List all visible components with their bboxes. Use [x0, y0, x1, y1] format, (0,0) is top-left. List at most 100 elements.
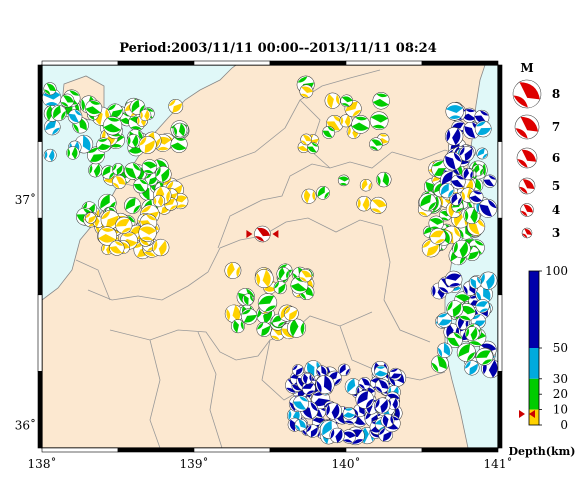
selected-right-marker-icon	[272, 229, 279, 238]
frame-bar-left	[37, 294, 43, 372]
event-mechanism	[341, 429, 357, 444]
frame-bar-right	[497, 294, 503, 372]
magnitude-legend-symbol	[514, 114, 540, 140]
event-mechanism	[355, 390, 375, 409]
event-mechanism	[124, 162, 142, 180]
event-mechanism	[294, 418, 308, 432]
event-mechanism	[43, 148, 57, 162]
event-mechanism	[230, 319, 245, 334]
event-mechanism	[301, 372, 313, 385]
event-mechanism	[450, 174, 466, 190]
event-mechanism	[60, 93, 75, 108]
event-mechanism	[369, 196, 387, 214]
frame-bar-bottom	[117, 447, 195, 453]
axis-frame	[37, 60, 503, 453]
frame-bar-left	[37, 64, 43, 142]
event-mechanism	[168, 98, 184, 114]
event-mechanism	[66, 146, 80, 160]
event-mechanism	[97, 226, 117, 246]
event-mechanism	[479, 271, 498, 290]
event-mechanism	[374, 364, 388, 379]
event-mechanism	[138, 223, 157, 242]
event-mechanism	[138, 136, 157, 154]
frame-bar-bottom	[345, 447, 423, 453]
selected-left-marker-icon	[246, 229, 253, 238]
depth-color-bar	[528, 270, 540, 426]
event-mechanism	[358, 377, 372, 390]
event-mechanism	[372, 92, 390, 110]
selected-event-mechanism	[254, 225, 271, 243]
event-mechanism	[96, 137, 112, 153]
event-mechanism	[387, 397, 400, 410]
event-mechanism	[155, 166, 172, 183]
event-mechanism	[436, 312, 453, 328]
event-mechanism	[224, 304, 244, 323]
event-mechanism	[446, 332, 463, 348]
event-mechanism	[356, 195, 372, 212]
event-mechanism	[476, 147, 489, 160]
event-mechanism	[342, 407, 356, 420]
event-mechanism	[359, 179, 373, 192]
x-tick-label: 138˚	[28, 456, 57, 471]
event-mechanism	[445, 102, 464, 121]
magnitude-legend-symbol	[520, 203, 534, 217]
event-mechanism	[106, 103, 124, 120]
event-mechanism	[67, 109, 83, 124]
y-axis-ticks: 37˚ 36˚	[15, 192, 36, 432]
event-mechanism	[478, 199, 498, 218]
focal-mechanism-events	[42, 75, 501, 446]
event-mechanism	[257, 293, 278, 313]
event-mechanism	[324, 402, 343, 420]
selected-event	[246, 225, 279, 243]
depth-color-segment	[529, 378, 539, 410]
event-mechanism	[436, 342, 453, 359]
frame-bar-left	[37, 217, 43, 296]
event-mechanism	[299, 84, 314, 99]
depth-tick-label: 20	[553, 387, 568, 401]
event-mechanism	[44, 118, 61, 136]
event-mechanism	[241, 308, 258, 325]
event-mechanism	[306, 424, 320, 438]
depth-tick-label: 30	[553, 372, 568, 386]
depth-scale-label: Depth(km)	[509, 445, 576, 458]
depth-tick-label: 50	[553, 341, 568, 355]
event-mechanism	[389, 367, 402, 381]
x-axis-ticks: 138˚ 139˚ 140˚ 141˚	[28, 456, 513, 471]
frame-bar-top	[117, 60, 195, 66]
event-mechanism	[316, 185, 330, 200]
event-mechanism	[439, 183, 455, 199]
event-mechanism	[322, 126, 335, 139]
event-mechanism	[430, 355, 449, 373]
event-mechanism	[254, 269, 274, 289]
event-mechanism	[256, 321, 272, 337]
event-mechanism	[115, 216, 133, 234]
event-mechanism	[475, 347, 494, 366]
event-mechanism	[43, 82, 57, 96]
event-mechanism	[298, 268, 313, 283]
event-mechanism	[141, 159, 158, 175]
event-mechanism	[339, 114, 353, 128]
frame-bar-top	[269, 60, 347, 66]
event-mechanism	[369, 111, 389, 131]
depth-marker-right-icon	[529, 410, 535, 418]
event-mechanism	[461, 167, 474, 181]
x-tick-label: 139˚	[180, 456, 209, 471]
frame-bar-top	[41, 60, 119, 66]
event-mechanism	[337, 363, 351, 377]
y-tick-label: 36˚	[15, 417, 36, 432]
event-mechanism	[273, 281, 287, 295]
event-mechanism	[429, 228, 447, 245]
magnitude-legend-items: 8 7 6 5 4 3	[512, 79, 560, 240]
event-mechanism	[139, 109, 152, 122]
event-mechanism	[458, 145, 475, 162]
frame-bar-bottom	[269, 447, 347, 453]
event-mechanism	[301, 381, 316, 396]
event-mechanism	[483, 174, 497, 188]
event-mechanism	[446, 300, 464, 318]
magnitude-legend-title: M	[520, 61, 533, 75]
event-mechanism	[87, 146, 105, 165]
event-mechanism	[380, 413, 395, 428]
magnitude-legend-label: 3	[552, 226, 560, 240]
event-mechanism	[329, 427, 345, 444]
